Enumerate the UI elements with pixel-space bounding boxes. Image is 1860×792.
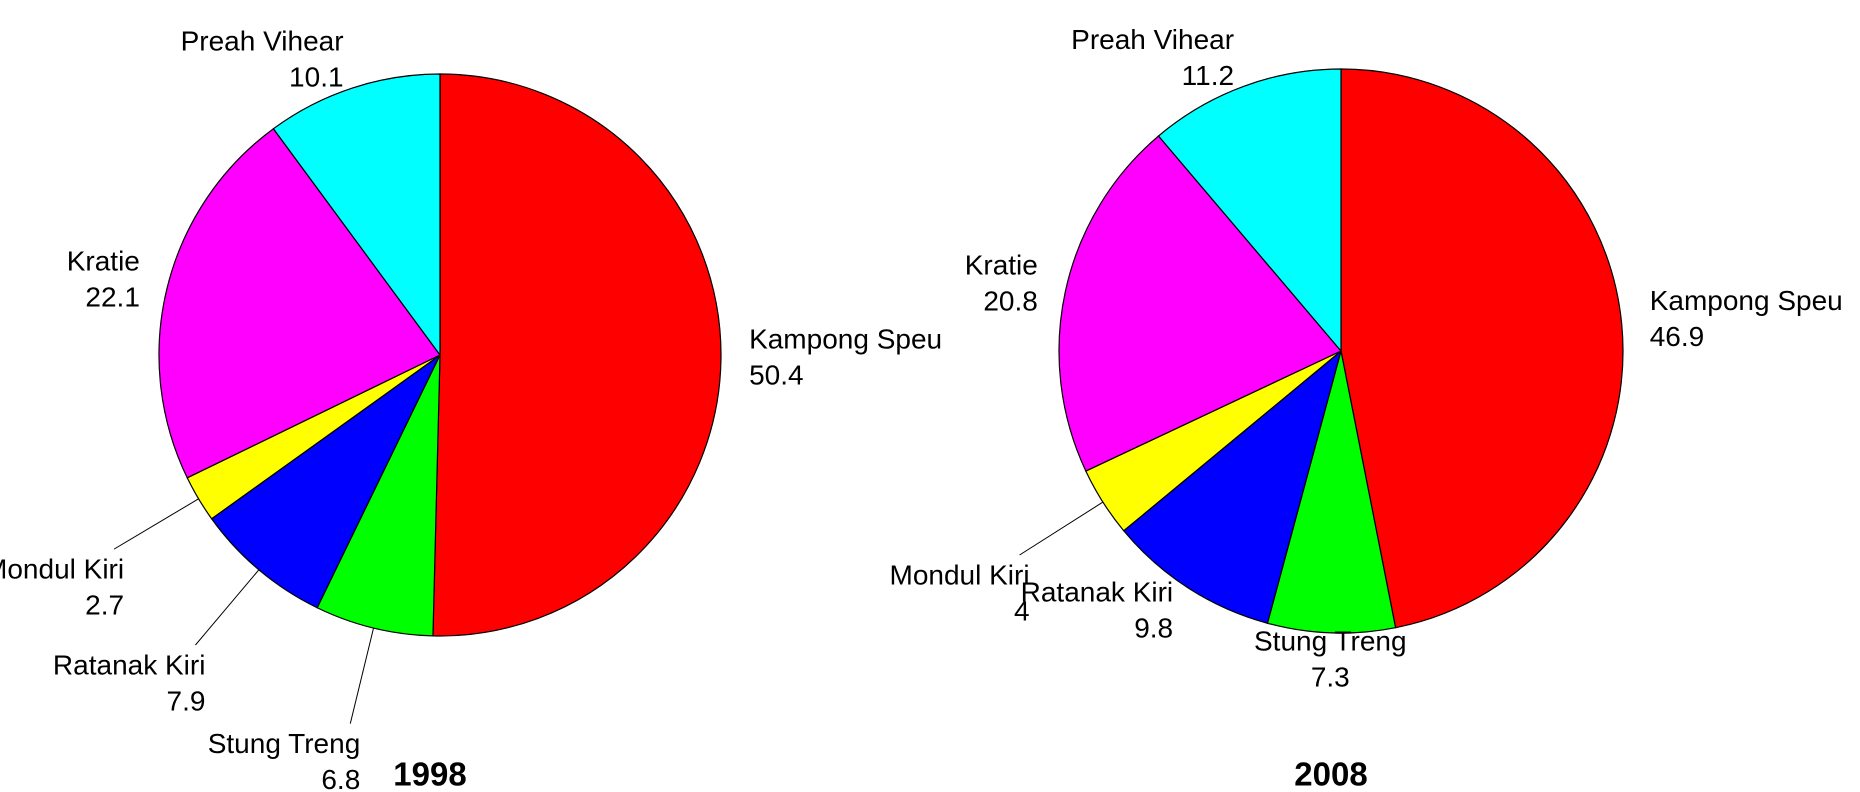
slice-value: 9.8 <box>1134 612 1173 643</box>
leader-line <box>113 498 199 550</box>
pie-slice <box>316 354 441 637</box>
slice-label: Preah Vihear <box>1071 24 1234 55</box>
slice-value: 10.1 <box>289 62 344 93</box>
slice-value: 22.1 <box>85 281 140 312</box>
chart-title: 1998 <box>393 756 466 792</box>
slice-label: Ratanak Kiri <box>1021 576 1174 607</box>
leader-line <box>195 569 260 646</box>
slice-label: Kratie <box>965 250 1038 281</box>
leader-line <box>349 627 375 724</box>
slice-label: Kratie <box>67 245 140 276</box>
pie-slice <box>1157 68 1342 353</box>
slice-value: 4 <box>1014 595 1030 626</box>
slice-label: Mondul Kiri <box>0 554 124 585</box>
slice-label: Mondul Kiri <box>890 559 1030 590</box>
slice-value: 11.2 <box>1182 60 1234 91</box>
chart-title: 2008 <box>1294 756 1367 792</box>
slice-label: Preah Vihear <box>181 26 344 57</box>
pie-slice <box>1266 350 1397 634</box>
pie-slice <box>432 73 722 637</box>
slice-label: Kampong Speu <box>1650 285 1843 316</box>
slice-value: 50.4 <box>749 359 804 390</box>
slice-value: 20.8 <box>983 286 1038 317</box>
slice-value: 7.3 <box>1311 661 1350 692</box>
slice-label: Ratanak Kiri <box>53 649 206 680</box>
slice-value: 46.9 <box>1650 321 1705 352</box>
pie-slice <box>1058 135 1342 472</box>
slice-value: 2.7 <box>85 590 124 621</box>
slice-label: Stung Treng <box>208 728 361 759</box>
slice-label: Kampong Speu <box>749 323 942 354</box>
leader-line <box>1019 501 1104 556</box>
slice-label: Stung Treng <box>1254 625 1407 656</box>
pie-slice <box>1340 68 1624 629</box>
pie-slice <box>1122 349 1343 624</box>
pie-slice <box>272 73 441 357</box>
slice-value: 7.9 <box>167 685 206 716</box>
slice-value: 6.8 <box>321 764 360 792</box>
pie-slice <box>158 127 441 479</box>
